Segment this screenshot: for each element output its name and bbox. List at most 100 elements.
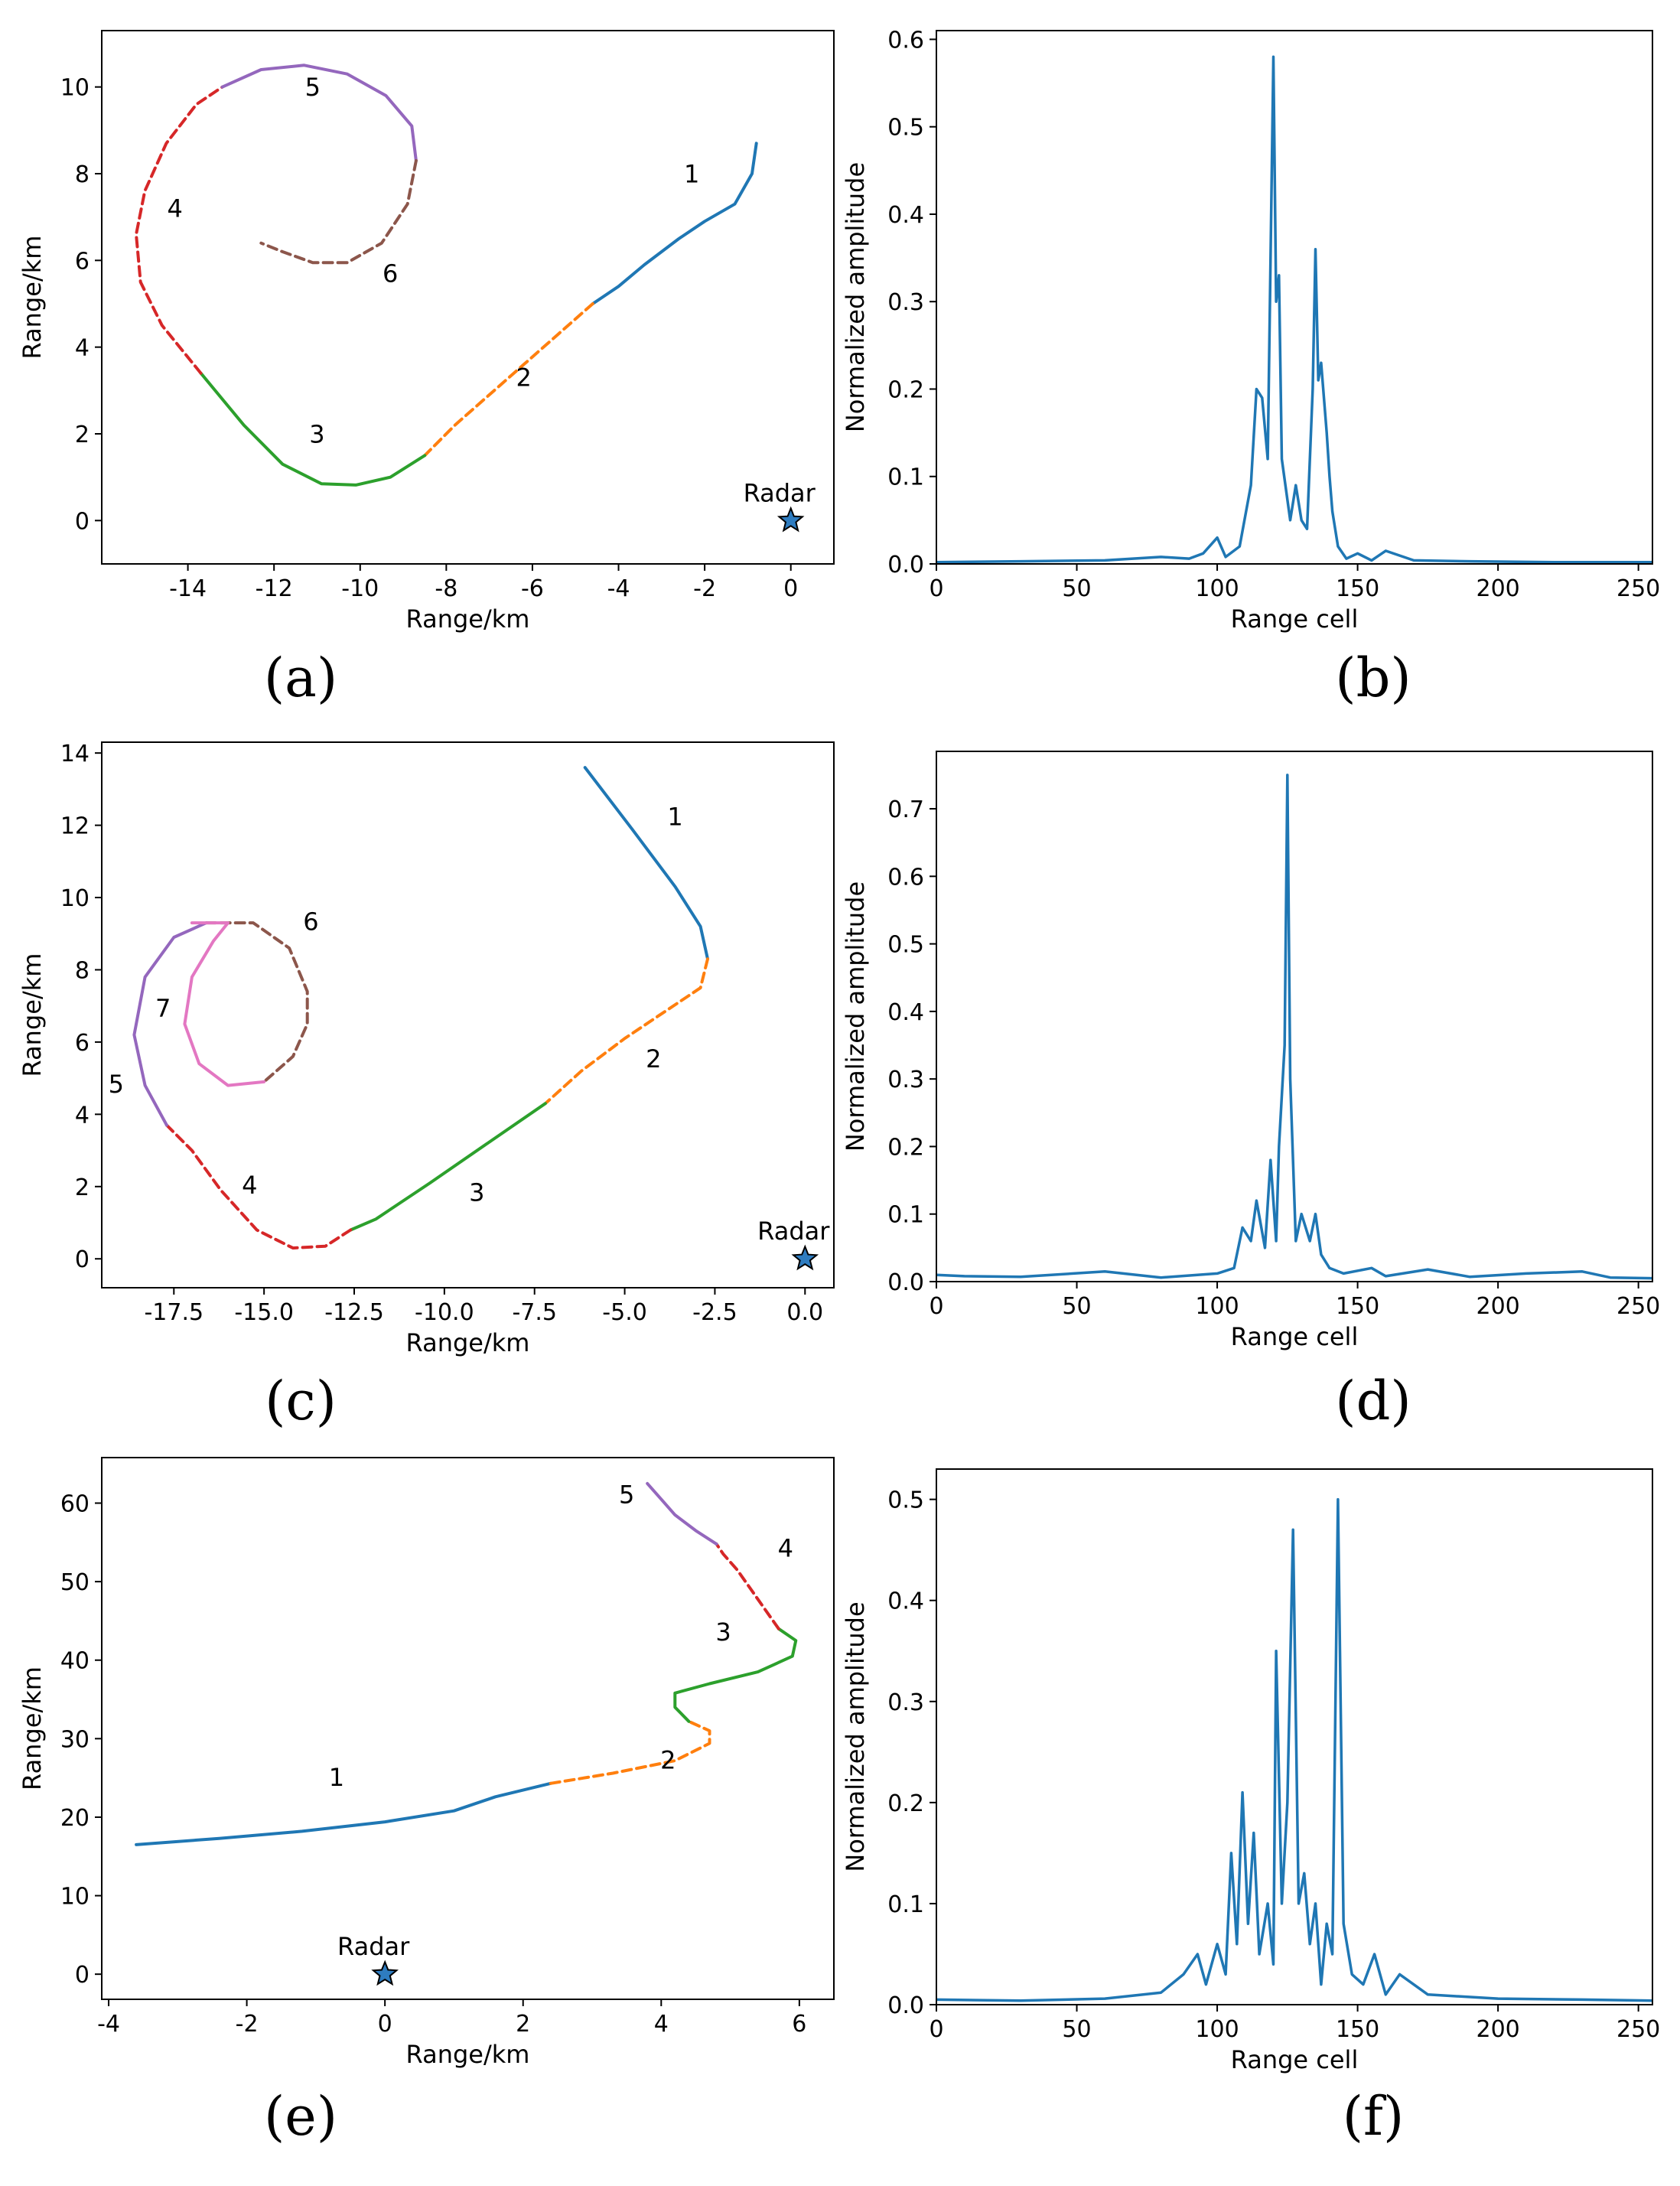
trajectory-segment-1 <box>135 1781 552 1846</box>
segment-label-4: 4 <box>242 1171 257 1200</box>
x-tick-label: 150 <box>1336 575 1379 602</box>
x-axis-label: Range/km <box>406 1328 530 1357</box>
x-tick-label: -15.0 <box>234 1299 294 1326</box>
y-tick-label: 50 <box>60 1569 90 1596</box>
trajectory-segment-6 <box>204 921 309 1083</box>
x-tick-label: 100 <box>1195 2016 1239 2043</box>
segment-label-1: 1 <box>667 803 682 832</box>
x-tick-label: 0.0 <box>786 1299 823 1326</box>
x-tick-label: 250 <box>1617 2016 1660 2043</box>
plot-area <box>936 1497 1652 2002</box>
y-axis-label: Range/km <box>18 1666 47 1790</box>
x-tick-label: -7.5 <box>512 1299 557 1326</box>
y-tick-label: 2 <box>75 1174 90 1201</box>
radar-star-icon <box>371 1960 399 1986</box>
x-tick-label: 200 <box>1476 1293 1519 1320</box>
x-tick-label: 250 <box>1617 575 1660 602</box>
x-axis-label: Range cell <box>1231 604 1359 634</box>
amplitude-line <box>936 55 1652 564</box>
y-tick-label: 4 <box>75 335 90 362</box>
chart-b: 0 50 100 150 200 250 0.0 0.1 0.2 0.3 0.4 0.5 0.6 Rang… <box>841 27 1660 709</box>
y-tick-label: 60 <box>60 1491 90 1518</box>
x-tick-label: 2 <box>516 2011 530 2038</box>
y-tick-label: 0.3 <box>887 1067 924 1093</box>
segment-label-7: 7 <box>155 994 171 1023</box>
panel-caption: (a) <box>264 647 337 709</box>
segment-label-1: 1 <box>684 159 699 188</box>
y-axis-label: Normalized amplitude <box>841 881 870 1152</box>
trajectory-segment-4 <box>135 85 224 375</box>
x-tick-label: 250 <box>1617 1293 1660 1320</box>
trajectory-segment-4 <box>715 1542 780 1631</box>
y-tick-label: 0.1 <box>887 1202 924 1229</box>
x-tick-label: 0 <box>929 2016 943 2043</box>
segment-label-3: 3 <box>715 1618 731 1647</box>
plot-area <box>936 774 1652 1280</box>
x-tick-label: -10.0 <box>415 1299 474 1326</box>
segment-label-1: 1 <box>329 1763 344 1792</box>
y-tick-label: 8 <box>75 161 90 188</box>
y-tick-label: 0.5 <box>887 115 924 142</box>
x-axis-label: Range/km <box>406 604 530 634</box>
x-tick-label: 0 <box>783 575 798 602</box>
x-tick-label: -4 <box>97 2011 120 2038</box>
y-axis-label: Range/km <box>18 953 47 1077</box>
segment-label-4: 4 <box>778 1533 793 1562</box>
segment-label-5: 5 <box>619 1481 634 1510</box>
x-axis-label: Range/km <box>406 2040 530 2069</box>
y-axis-label: Range/km <box>18 236 47 360</box>
trajectory-segment-1 <box>583 766 709 961</box>
trajectory-segment-7 <box>183 921 266 1087</box>
y-tick-label: 0.1 <box>887 1891 924 1918</box>
panel-caption: (e) <box>264 2085 337 2148</box>
radar-star-icon <box>791 1244 819 1271</box>
axes-frame <box>101 741 835 1288</box>
x-axis-label: Range cell <box>1231 1322 1359 1351</box>
x-tick-label: 50 <box>1062 575 1091 602</box>
segment-label-2: 2 <box>516 363 532 393</box>
segment-label-5: 5 <box>305 73 321 102</box>
y-tick-label: 30 <box>60 1726 90 1753</box>
trajectory-segment-2 <box>543 957 709 1106</box>
segment-label-3: 3 <box>469 1178 484 1207</box>
segment-label-6: 6 <box>383 259 398 288</box>
axes-frame <box>936 30 1653 565</box>
y-tick-label: 20 <box>60 1805 90 1832</box>
x-tick-label: -6 <box>521 575 544 602</box>
trajectory-segment-3 <box>673 1627 798 1723</box>
x-tick-label: 150 <box>1336 2016 1379 2043</box>
segment-label-3: 3 <box>309 419 324 448</box>
y-tick-label: 0.6 <box>887 864 924 891</box>
y-tick-label: 14 <box>60 741 90 767</box>
x-axis-label: Range cell <box>1231 2045 1359 2074</box>
chart-f: 0 50 100 150 200 250 0.0 0.1 0.2 0.3 0.4 0.5 Range c… <box>841 1468 1660 2148</box>
panel-caption: (f) <box>1343 2085 1405 2148</box>
y-tick-label: 4 <box>75 1102 90 1129</box>
x-tick-label: 0 <box>378 2011 392 2038</box>
y-tick-label: 0.1 <box>887 464 924 491</box>
x-tick-label: 0 <box>929 1293 943 1320</box>
amplitude-line <box>936 774 1652 1280</box>
panel-caption: (d) <box>1335 1370 1411 1432</box>
y-tick-label: 2 <box>75 422 90 448</box>
y-tick-label: 6 <box>75 248 90 275</box>
y-tick-label: 0.7 <box>887 797 924 823</box>
trajectory-segment-5 <box>132 921 208 1127</box>
x-tick-label: -4 <box>607 575 630 602</box>
x-tick-label: -10 <box>341 575 379 602</box>
trajectory-segment-4 <box>164 1123 353 1250</box>
y-tick-label: 0.3 <box>887 1689 924 1716</box>
y-tick-label: 0 <box>75 508 90 535</box>
x-tick-label: 50 <box>1062 2016 1091 2043</box>
y-tick-label: 10 <box>60 75 90 102</box>
x-tick-label: 6 <box>792 2011 806 2038</box>
trajectory-segment-2 <box>549 1719 711 1785</box>
segment-label-2: 2 <box>646 1044 661 1073</box>
plot-area <box>936 55 1652 564</box>
segment-label-2: 2 <box>660 1745 676 1774</box>
trajectory-segment-5 <box>220 64 418 162</box>
segment-label-6: 6 <box>303 907 318 937</box>
